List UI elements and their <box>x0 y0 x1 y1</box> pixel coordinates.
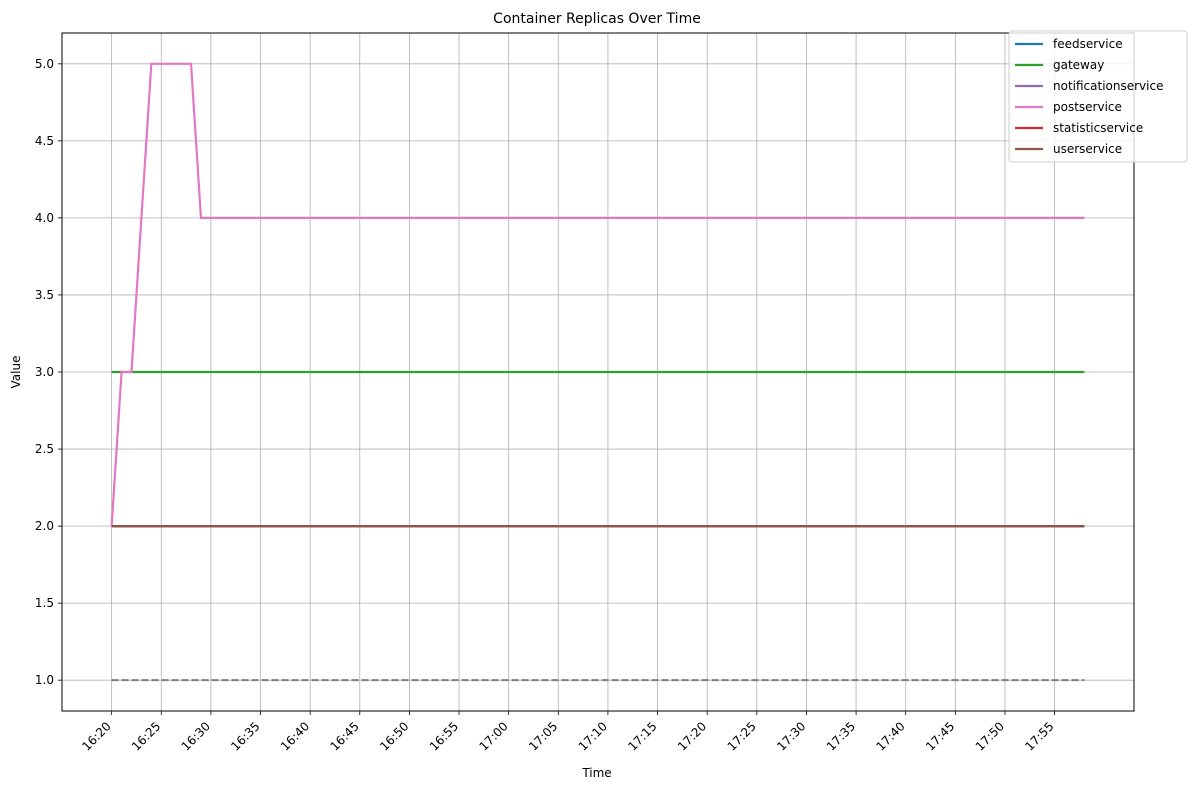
x-tick-label: 16:45 <box>328 719 362 753</box>
x-tick-label: 17:05 <box>526 719 560 753</box>
legend: feedservice gateway notificationservice pos… <box>1008 30 1188 163</box>
legend-label: postservice <box>1053 100 1122 114</box>
y-tick-label: 3.0 <box>35 365 54 379</box>
y-tick-label: 3.5 <box>35 288 54 302</box>
y-tick-label: 4.0 <box>35 211 54 225</box>
x-tick-label: 17:10 <box>576 719 610 753</box>
x-tick-label: 16:35 <box>228 719 262 753</box>
x-tick-label: 17:35 <box>824 719 858 753</box>
legend-label: feedservice <box>1053 37 1123 51</box>
x-tick-label: 17:55 <box>1022 719 1056 753</box>
x-tick-label: 16:25 <box>129 719 163 753</box>
x-tick-label: 17:50 <box>973 719 1007 753</box>
y-tick-label: 2.5 <box>35 442 54 456</box>
legend-label: gateway <box>1053 58 1104 72</box>
chart-title: Container Replicas Over Time <box>493 11 701 27</box>
y-tick-label: 1.5 <box>35 596 54 610</box>
x-tick-label: 17:40 <box>873 719 907 753</box>
series-group <box>110 62 1085 528</box>
y-axis-title: Value <box>9 356 23 389</box>
x-tick-label: 17:45 <box>923 719 957 753</box>
x-tick-label: 16:40 <box>278 719 312 753</box>
legend-label: statisticservice <box>1053 121 1143 135</box>
x-tick-label: 16:55 <box>427 719 461 753</box>
y-axis-ticks: 1.0 1.5 2.0 2.5 3.0 3.5 4.0 4.5 5.0 <box>35 57 62 687</box>
y-tick-label: 5.0 <box>35 57 54 71</box>
y-tick-label: 2.0 <box>35 519 54 533</box>
legend-box <box>1008 30 1188 163</box>
x-tick-label: 17:15 <box>625 719 659 753</box>
x-tick-label: 16:20 <box>79 719 113 753</box>
x-axis-title: Time <box>581 766 611 780</box>
legend-label: notificationservice <box>1053 79 1163 93</box>
y-tick-label: 1.0 <box>35 673 54 687</box>
x-tick-label: 17:25 <box>725 719 759 753</box>
x-tick-label: 16:30 <box>179 719 213 753</box>
x-tick-label: 17:20 <box>675 719 709 753</box>
x-tick-label: 17:00 <box>476 719 510 753</box>
series-line-postservice <box>110 62 1085 527</box>
x-tick-label: 17:30 <box>774 719 808 753</box>
x-tick-label: 16:50 <box>377 719 411 753</box>
x-axis-ticks: 16:20 16:25 16:30 16:35 16:40 16:45 16:50 16:55… <box>79 711 1057 754</box>
legend-label: userservice <box>1053 142 1122 156</box>
y-tick-label: 4.5 <box>35 134 54 148</box>
